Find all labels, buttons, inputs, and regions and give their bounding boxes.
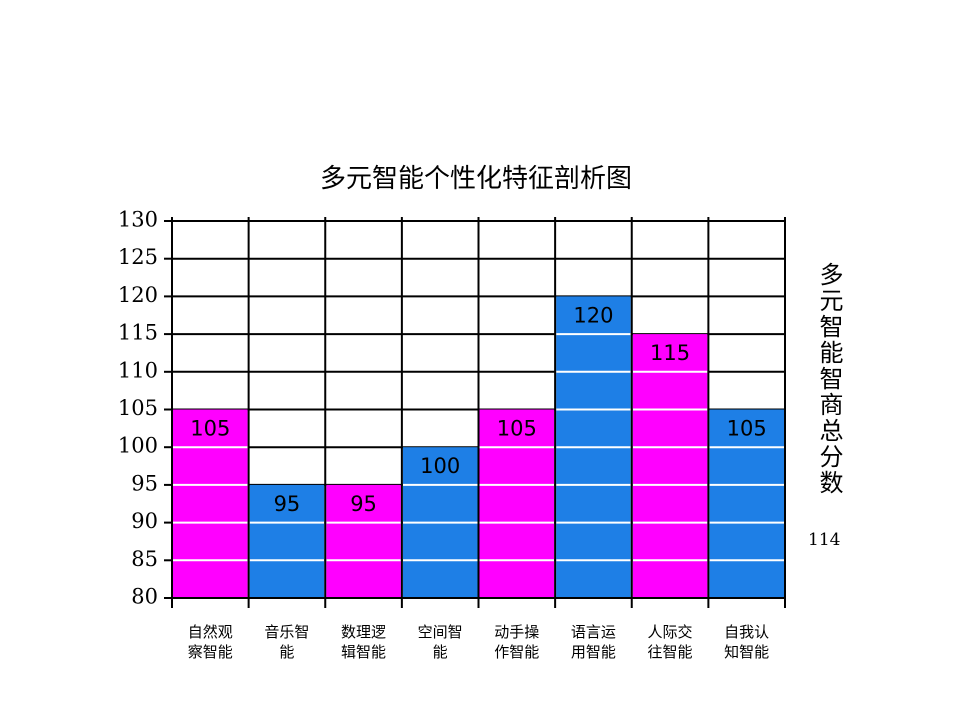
bar xyxy=(479,409,555,598)
bar xyxy=(326,484,401,598)
y-tick-label: 125 xyxy=(118,245,158,269)
y-tick-label: 95 xyxy=(131,471,158,495)
y-tick-label: 120 xyxy=(118,283,158,307)
bar xyxy=(709,409,784,598)
x-tick-label: 语言运用智能 xyxy=(570,623,616,661)
x-tick-label: 音乐智能 xyxy=(264,623,310,661)
y-tick-label: 80 xyxy=(131,585,158,609)
value-label: 105 xyxy=(727,417,767,441)
x-tick-label: 人际交往智能 xyxy=(647,623,693,661)
value-label: 105 xyxy=(497,417,537,441)
x-tick-label: 空间智能 xyxy=(417,623,463,661)
bar xyxy=(249,484,325,598)
value-label: 95 xyxy=(274,492,301,516)
y-tick-label: 85 xyxy=(131,547,158,571)
y-tick-label: 90 xyxy=(131,509,158,533)
chart-title: 多元智能个性化特征剖析图 xyxy=(320,164,632,194)
side-label: 多元智能智商总分数 xyxy=(815,262,843,496)
y-tick-label: 110 xyxy=(118,358,158,382)
y-tick-label: 130 xyxy=(118,208,158,232)
x-tick-label: 自然观察智能 xyxy=(187,623,233,661)
value-label: 100 xyxy=(420,454,460,478)
bar xyxy=(173,409,248,598)
x-tick-label: 自我认知智能 xyxy=(724,623,770,661)
total-score: 114 xyxy=(808,530,841,550)
value-label: 95 xyxy=(350,492,377,516)
value-label: 115 xyxy=(650,341,690,365)
y-tick-label: 105 xyxy=(118,396,158,420)
x-tick-label: 动手操作智能 xyxy=(494,623,540,661)
y-tick-label: 100 xyxy=(118,434,158,458)
y-tick-label: 115 xyxy=(118,321,158,345)
value-label: 105 xyxy=(190,417,230,441)
x-tick-label: 数理逻辑智能 xyxy=(341,623,387,661)
value-label: 120 xyxy=(573,303,613,327)
bar xyxy=(632,334,708,598)
